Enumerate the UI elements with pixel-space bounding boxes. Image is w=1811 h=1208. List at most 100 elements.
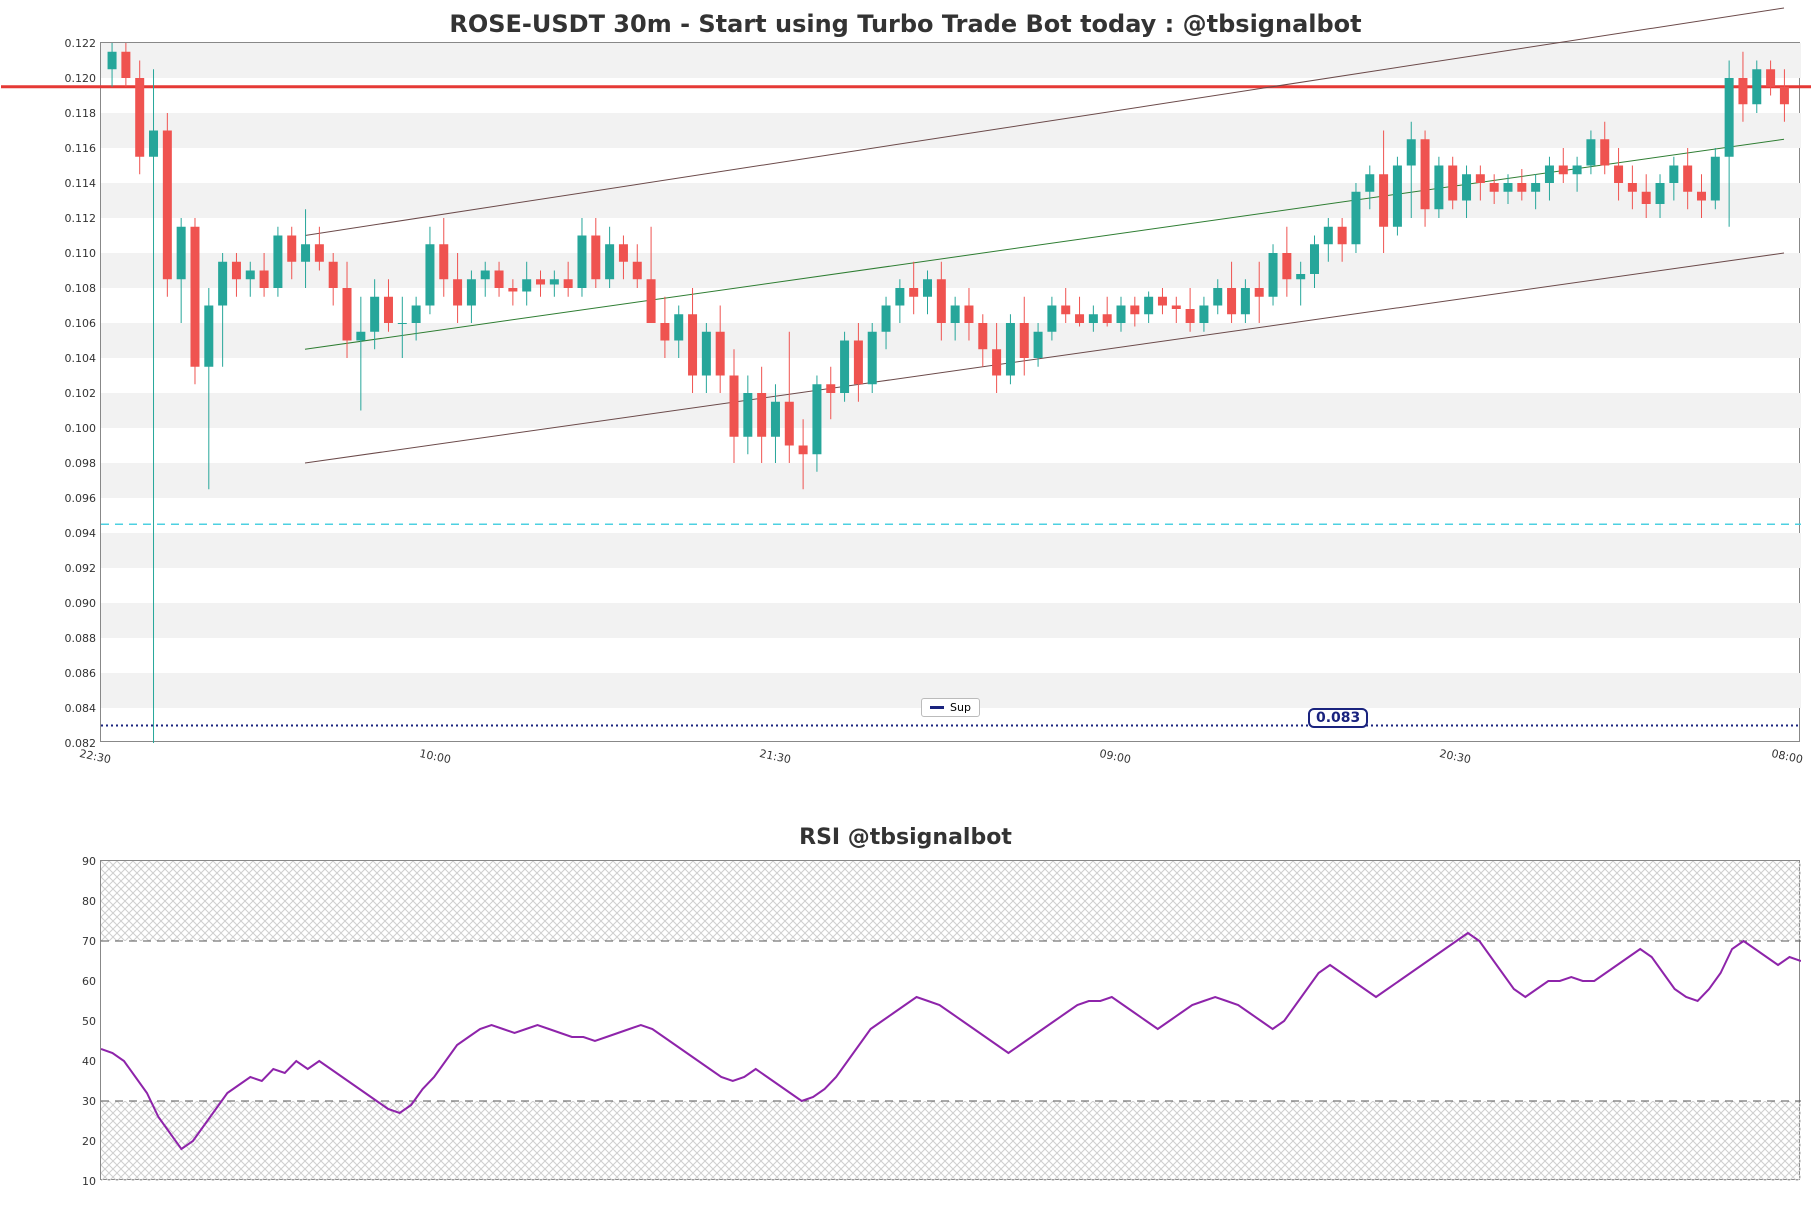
candle-body: [121, 52, 130, 78]
candle-body: [246, 271, 255, 280]
candle-body: [508, 288, 517, 292]
ytick-label: 0.094: [51, 527, 96, 540]
candle-body: [467, 279, 476, 305]
ytick-label: 0.104: [51, 352, 96, 365]
candle-body: [1462, 174, 1471, 200]
legend: Sup: [921, 698, 980, 717]
candle-body: [647, 279, 656, 323]
candle-body: [1669, 166, 1678, 184]
candle-body: [895, 288, 904, 306]
candle-body: [1725, 78, 1734, 157]
candle-body: [177, 227, 186, 280]
ytick-label: 0.100: [51, 422, 96, 435]
ytick-label: 0.112: [51, 212, 96, 225]
candle-body: [1531, 183, 1540, 192]
candle-body: [1269, 253, 1278, 297]
candle-body: [1296, 274, 1305, 279]
candle-body: [522, 279, 531, 291]
candle-body: [260, 271, 269, 289]
candle-body: [785, 402, 794, 446]
ytick-label: 0.122: [51, 37, 96, 50]
candle-body: [384, 297, 393, 323]
candle-body: [730, 376, 739, 437]
candle-body: [909, 288, 918, 297]
candle-body: [1738, 78, 1747, 104]
ytick-label: 0.106: [51, 317, 96, 330]
rsi-chart-panel: 102030405060708090: [100, 860, 1800, 1180]
candle-body: [135, 78, 144, 157]
main-chart-title: ROSE-USDT 30m - Start using Turbo Trade …: [0, 10, 1811, 38]
candle-body: [301, 244, 310, 262]
candle-body: [190, 227, 199, 367]
rsi-ytick: 90: [66, 855, 96, 868]
candle-body: [329, 262, 338, 288]
candle-body: [356, 332, 365, 341]
rsi-ytick: 20: [66, 1135, 96, 1148]
candle-body: [978, 323, 987, 349]
rsi-ytick: 30: [66, 1095, 96, 1108]
ytick-label: 0.118: [51, 107, 96, 120]
candle-body: [743, 393, 752, 437]
rsi-svg: [101, 861, 1801, 1181]
candle-body: [398, 323, 407, 324]
candle-body: [1103, 314, 1112, 323]
candle-body: [619, 244, 628, 262]
candle-body: [826, 384, 835, 393]
candle-body: [1517, 183, 1526, 192]
candle-body: [1434, 166, 1443, 210]
candle-body: [702, 332, 711, 376]
candle-body: [453, 279, 462, 305]
candle-body: [149, 131, 158, 157]
candle-body: [1006, 323, 1015, 376]
candle-body: [605, 244, 614, 279]
candle-body: [1061, 306, 1070, 315]
support-price-label: 0.083: [1308, 708, 1368, 728]
candle-body: [1034, 332, 1043, 358]
candle-body: [1144, 297, 1153, 315]
candle-body: [425, 244, 434, 305]
candle-body: [771, 402, 780, 437]
ytick-label: 0.086: [51, 667, 96, 680]
candle-body: [1310, 244, 1319, 274]
candle-body: [315, 244, 324, 262]
candle-body: [1600, 139, 1609, 165]
candle-body: [1559, 166, 1568, 175]
rsi-ytick: 50: [66, 1015, 96, 1028]
xtick-label: 09:00: [1098, 747, 1132, 766]
candle-body: [854, 341, 863, 385]
rsi-ytick: 80: [66, 895, 96, 908]
rsi-ytick: 70: [66, 935, 96, 948]
candle-body: [1282, 253, 1291, 279]
candle-body: [1075, 314, 1084, 323]
rsi-ytick: 60: [66, 975, 96, 988]
candle-body: [1490, 183, 1499, 192]
candle-body: [108, 52, 117, 70]
candle-body: [1379, 174, 1388, 227]
candle-body: [1365, 174, 1374, 192]
candle-body: [1586, 139, 1595, 165]
candle-body: [1351, 192, 1360, 245]
candle-body: [1020, 323, 1029, 358]
candle-body: [273, 236, 282, 289]
candle-body: [964, 306, 973, 324]
ytick-label: 0.114: [51, 177, 96, 190]
candle-body: [716, 332, 725, 376]
candle-body: [564, 279, 573, 288]
rsi-ytick: 40: [66, 1055, 96, 1068]
candle-body: [1324, 227, 1333, 245]
ytick-label: 0.102: [51, 387, 96, 400]
candle-body: [1545, 166, 1554, 184]
rsi-chart-title: RSI @tbsignalbot: [0, 825, 1811, 850]
candle-body: [1130, 306, 1139, 315]
ytick-label: 0.098: [51, 457, 96, 470]
candle-body: [1766, 69, 1775, 87]
main-chart-panel: 0.0820.0840.0860.0880.0900.0920.0940.096…: [100, 42, 1800, 742]
candle-body: [882, 306, 891, 332]
candle-body: [633, 262, 642, 280]
candle-body: [495, 271, 504, 289]
candle-body: [1711, 157, 1720, 201]
candle-body: [951, 306, 960, 324]
candle-body: [591, 236, 600, 280]
candle-body: [923, 279, 932, 297]
candle-body: [481, 271, 490, 280]
